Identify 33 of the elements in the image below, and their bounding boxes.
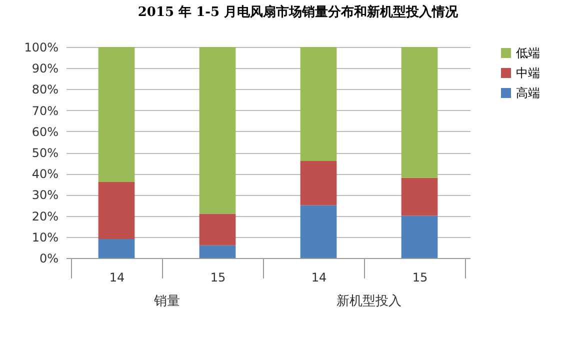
y-tick-label: 80% <box>32 82 58 97</box>
chart-title: 2015 年 1-5 月电风扇市场销量分布和新机型投入情况 <box>138 4 460 20</box>
text: 新机型投入 <box>336 293 402 310</box>
legend-label: 低端 <box>516 46 540 60</box>
bar <box>98 239 135 258</box>
bar <box>199 214 236 246</box>
bar <box>300 160 337 206</box>
y-tick-label: 90% <box>32 62 58 76</box>
x-tick-label: 15 <box>210 270 226 284</box>
legend-label: 高端 <box>516 86 540 100</box>
y-tick-label: 60% <box>32 124 58 139</box>
bar <box>401 178 438 216</box>
x-tick-label: 14 <box>109 270 125 284</box>
bar <box>98 47 135 182</box>
bar <box>401 216 438 258</box>
y-tick-label: 10% <box>32 230 58 244</box>
bar <box>199 245 236 258</box>
x-tick-label: 15 <box>412 270 428 284</box>
bar <box>300 47 337 161</box>
x-tick-label: 14 <box>311 270 327 284</box>
y-tick-label: 50% <box>32 146 58 160</box>
legend-label: 中端 <box>516 66 540 80</box>
bar <box>300 205 337 258</box>
y-tick-label: 40% <box>32 167 58 182</box>
y-tick-label: 0% <box>39 252 58 266</box>
bar <box>199 47 236 214</box>
bar <box>98 182 135 240</box>
y-tick-label: 20% <box>32 209 58 224</box>
y-tick-label: 30% <box>32 188 58 202</box>
text: 销量 <box>153 293 181 310</box>
y-tick-label: 70% <box>32 104 58 118</box>
bar <box>401 47 438 178</box>
y-tick-label: 100% <box>24 40 58 54</box>
